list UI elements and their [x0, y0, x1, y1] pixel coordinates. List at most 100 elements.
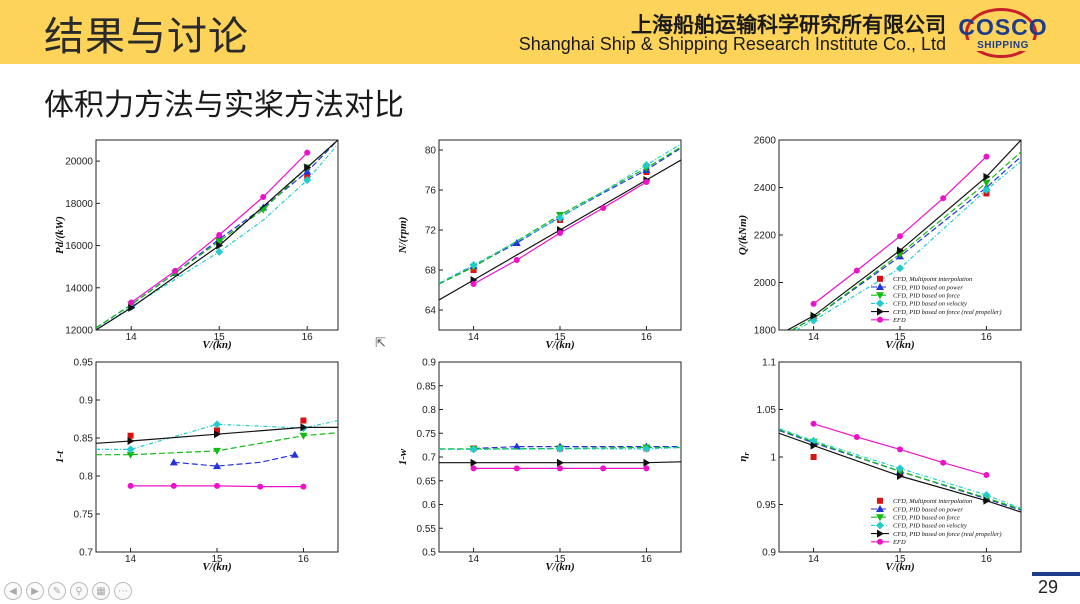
data-point — [810, 300, 817, 307]
data-point — [213, 447, 221, 455]
y-tick-label: 2000 — [754, 278, 777, 289]
legend-label: CFD, PID based on velocity — [893, 301, 967, 308]
pen-icon[interactable]: ✎ — [48, 582, 66, 600]
y-tick-label: 0.9 — [422, 358, 436, 369]
series-efd — [810, 153, 990, 307]
data-point — [983, 496, 991, 505]
legend-marker — [876, 514, 884, 522]
data-point — [300, 423, 308, 432]
data-point — [513, 465, 520, 472]
grid-icon[interactable]: ▦ — [92, 582, 110, 600]
data-point — [940, 195, 947, 202]
data-point — [126, 451, 135, 459]
chart-pd: 14 15 16 12000 14000 16000 18000 20000 V/(kn) Pd/… — [52, 136, 344, 351]
page-accent-bar — [1032, 572, 1080, 576]
series-efd — [127, 482, 307, 490]
more-icon[interactable]: ⋯ — [114, 582, 132, 600]
x-tick-label: 16 — [981, 332, 993, 343]
data-point — [127, 482, 134, 489]
y-tick-label: 80 — [425, 146, 437, 157]
data-point — [983, 172, 991, 181]
plot-frame — [438, 361, 682, 553]
x-axis-label: V/(kn) — [545, 339, 574, 351]
chart-n: 14 15 16 64 68 72 76 80 V/(kn) N/(rpm) — [395, 136, 687, 351]
chart-wake-fraction: 14 15 16 0.5 0.55 0.6 0.65 0.7 0.75 0.8 0.85 0.9 V/(… — [395, 358, 687, 573]
data-point — [557, 465, 563, 472]
x-tick-label: 15 — [894, 554, 906, 565]
chart-svg-q: 14 15 16 1800 2000 2200 2400 2600 V/(kn) Q/(kNm) C… — [737, 136, 1022, 351]
legend-marker — [876, 521, 884, 530]
series-line — [96, 419, 338, 451]
organization-name-cn: 上海船舶运输科学研究所有限公司 — [631, 13, 946, 37]
y-tick-label: 0.85 — [74, 434, 94, 445]
y-tick-label: 0.8 — [422, 405, 436, 416]
series-cfd-pid-based-on-velocity — [439, 444, 681, 454]
cosco-shipping-logo: COSCO SHIPPING — [953, 6, 1053, 60]
legend-label: CFD, Multipoint interpolation — [893, 498, 972, 505]
data-point — [810, 311, 818, 320]
y-tick-label: 12000 — [65, 326, 93, 337]
data-point — [810, 441, 818, 450]
x-tick-label: 14 — [808, 332, 820, 343]
slide-subtitle: 体积力方法与实桨方法对比 — [44, 88, 404, 123]
x-tick-label: 14 — [468, 332, 480, 343]
y-tick-label: 0.75 — [74, 510, 94, 521]
data-point — [213, 462, 221, 470]
x-axis-label: V/(kn) — [885, 561, 914, 573]
data-point — [215, 247, 224, 256]
y-tick-label: 0.9 — [79, 396, 93, 407]
data-point — [982, 491, 991, 499]
data-point — [300, 417, 307, 424]
x-tick-label: 16 — [302, 332, 314, 343]
data-point — [897, 233, 903, 240]
header-bar: 结果与讨论 上海船舶运输科学研究所有限公司 Shanghai Ship & Sh… — [0, 0, 1080, 64]
data-point — [170, 482, 177, 489]
y-tick-label: 2400 — [754, 183, 777, 194]
data-point — [470, 458, 478, 467]
data-point — [556, 214, 564, 222]
data-point — [513, 257, 520, 263]
legend-label: CFD, PID based on force — [893, 515, 960, 522]
data-point — [260, 194, 267, 200]
data-point — [214, 482, 220, 489]
y-axis-label: ηr — [737, 452, 751, 462]
series-efd — [470, 465, 650, 472]
data-point — [809, 316, 818, 325]
next-slide-icon[interactable]: ▶ — [26, 582, 44, 600]
series-cfd-pid-based-on-velocity — [796, 160, 1021, 330]
chart-svg-eta: 14 15 16 0.9 0.95 1 1.05 1.1 V/(kn) ηr CFD, Multip… — [737, 358, 1022, 573]
y-tick-label: 16000 — [65, 241, 93, 252]
search-icon[interactable]: ⚲ — [70, 582, 88, 600]
legend-marker — [877, 316, 883, 323]
plot-frame — [778, 361, 1022, 553]
chart-legend: CFD, Multipoint interpolation CFD, PID ba… — [871, 497, 1002, 546]
organization-name-en: Shanghai Ship & Shipping Research Instit… — [518, 34, 946, 54]
y-tick-label: 1.05 — [757, 405, 777, 416]
slide-nav-controls: ◀ ▶ ✎ ⚲ ▦ ⋯ — [4, 582, 132, 600]
series-cfd-pid-based-on-force — [96, 432, 338, 459]
y-axis-label: Pd/(kW) — [54, 216, 66, 254]
legend-marker — [876, 505, 884, 512]
data-point — [169, 458, 178, 466]
x-tick-label: 15 — [214, 332, 226, 343]
data-point — [983, 153, 990, 160]
data-point — [127, 432, 134, 439]
data-point — [470, 465, 477, 472]
data-point — [299, 432, 308, 440]
data-point — [216, 232, 223, 238]
previous-slide-icon[interactable]: ◀ — [4, 582, 22, 600]
y-axis-label: Q/(kNm) — [737, 215, 749, 255]
data-point — [469, 445, 478, 454]
data-point — [940, 459, 947, 466]
series-cfd-pid-based-on-power — [169, 450, 299, 470]
y-tick-label: 0.7 — [422, 453, 436, 464]
series-line — [473, 445, 681, 450]
x-tick-label: 14 — [126, 332, 138, 343]
legend-label: CFD, PID based on force (real propeller) — [893, 309, 1002, 316]
y-tick-label: 18000 — [65, 199, 93, 210]
series-efd — [470, 179, 650, 287]
data-point — [896, 464, 904, 473]
data-point — [983, 472, 990, 479]
logo-text-bottom: SHIPPING — [963, 40, 1043, 51]
